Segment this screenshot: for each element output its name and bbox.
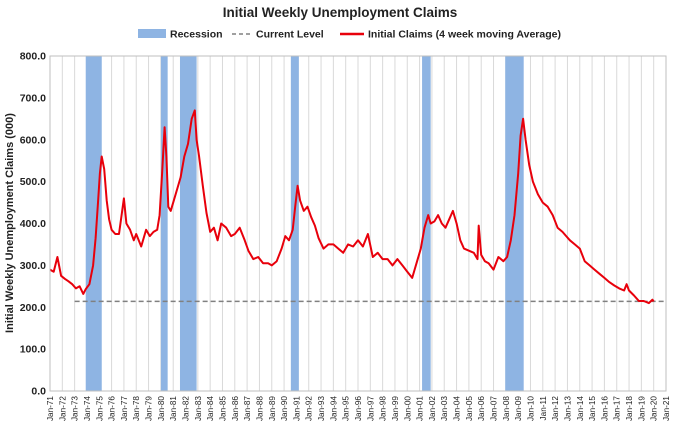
x-tick-label: Jan-05 <box>465 396 474 421</box>
x-tick-label: Jan-04 <box>453 396 462 421</box>
x-tick-label: Jan-10 <box>526 396 535 421</box>
x-tick-label: Jan-11 <box>539 396 548 421</box>
plot-area-border <box>49 55 667 392</box>
y-tick-label: 300.0 <box>20 260 46 272</box>
recession-band <box>505 56 524 391</box>
x-tick-label: Jan-09 <box>514 396 523 421</box>
x-tick-label: Jan-19 <box>637 396 646 421</box>
recession-bands <box>85 56 524 391</box>
recession-band <box>290 56 299 391</box>
x-tick-label: Jan-00 <box>403 396 412 421</box>
y-tick-label: 200.0 <box>20 302 46 314</box>
x-tick-label: Jan-72 <box>58 396 67 421</box>
recession-band <box>179 56 197 391</box>
x-tick-label: Jan-13 <box>563 396 572 421</box>
x-tick-label: Jan-96 <box>354 396 363 421</box>
recession-band <box>160 56 168 391</box>
y-axis: 0.0 100.0 200.0 300.0 400.0 500.0 600.0 700.0 80… <box>20 51 46 398</box>
x-tick-label: Jan-80 <box>157 396 166 421</box>
x-tick-label: Jan-99 <box>391 396 400 421</box>
x-tick-label: Jan-74 <box>83 396 92 421</box>
series-layer <box>49 109 655 305</box>
x-tick-label: Jan-20 <box>650 396 659 421</box>
x-tick-label: Jan-86 <box>231 396 240 421</box>
x-tick-label: Jan-81 <box>169 396 178 421</box>
x-axis: Jan-71 Jan-72 Jan-73 Jan-74 Jan-75 Jan-76 Jan-… <box>46 396 671 421</box>
legend-label-recession: Recession <box>170 29 223 41</box>
x-tick-label: Jan-91 <box>292 396 301 421</box>
x-tick-label: Jan-75 <box>95 396 104 421</box>
grid <box>49 56 667 391</box>
y-axis-label: Initial Weekly Unemployment Claims (000) <box>4 113 16 333</box>
y-tick-label: 0.0 <box>31 386 46 398</box>
x-tick-label: Jan-94 <box>329 396 338 421</box>
x-tick-label: Jan-78 <box>132 396 141 421</box>
x-tick-label: Jan-83 <box>194 396 203 421</box>
legend-label-claims: Initial Claims (4 week moving Average) <box>368 29 561 41</box>
x-tick-label: Jan-02 <box>428 396 437 421</box>
recession-band <box>85 56 102 391</box>
x-tick-label: Jan-14 <box>576 396 585 421</box>
x-tick-label: Jan-12 <box>551 396 560 421</box>
x-tick-label: Jan-97 <box>366 396 375 421</box>
x-tick-label: Jan-18 <box>625 396 634 421</box>
x-tick-label: Jan-87 <box>243 396 252 421</box>
x-tick-label: Jan-90 <box>280 396 289 421</box>
x-tick-label: Jan-16 <box>600 396 609 421</box>
x-tick-label: Jan-93 <box>317 396 326 421</box>
y-tick-label: 500.0 <box>20 176 46 188</box>
x-tick-label: Jan-84 <box>206 396 215 421</box>
x-tick-label: Jan-92 <box>305 396 314 421</box>
x-tick-label: Jan-98 <box>379 396 388 421</box>
series-line-claims <box>49 109 655 305</box>
x-tick-label: Jan-79 <box>145 396 154 421</box>
x-tick-label: Jan-03 <box>440 396 449 421</box>
x-tick-label: Jan-85 <box>218 396 227 421</box>
x-tick-label: Jan-17 <box>613 396 622 421</box>
x-tick-label: Jan-07 <box>490 396 499 421</box>
y-tick-label: 700.0 <box>20 92 46 104</box>
x-tick-label: Jan-77 <box>120 396 129 421</box>
y-tick-label: 100.0 <box>20 344 46 356</box>
chart-title: Initial Weekly Unemployment Claims <box>223 5 458 20</box>
x-tick-label: Jan-89 <box>268 396 277 421</box>
y-tick-label: 400.0 <box>20 218 46 230</box>
x-tick-label: Jan-95 <box>342 396 351 421</box>
y-tick-label: 800.0 <box>20 51 46 63</box>
x-tick-label: Jan-15 <box>588 396 597 421</box>
x-tick-label: Jan-06 <box>477 396 486 421</box>
x-tick-label: Jan-08 <box>502 396 511 421</box>
legend: Recession Current Level Initial Claims (… <box>138 29 561 41</box>
y-tick-label: 600.0 <box>20 134 46 146</box>
x-tick-label: Jan-82 <box>182 396 191 421</box>
x-tick-label: Jan-76 <box>108 396 117 421</box>
x-tick-label: Jan-88 <box>255 396 264 421</box>
legend-swatch-recession <box>138 29 166 38</box>
x-tick-label: Jan-21 <box>662 396 671 421</box>
legend-label-current: Current Level <box>256 29 324 41</box>
x-tick-label: Jan-01 <box>416 396 425 421</box>
x-tick-label: Jan-73 <box>71 396 80 421</box>
x-tick-label: Jan-71 <box>46 396 55 421</box>
